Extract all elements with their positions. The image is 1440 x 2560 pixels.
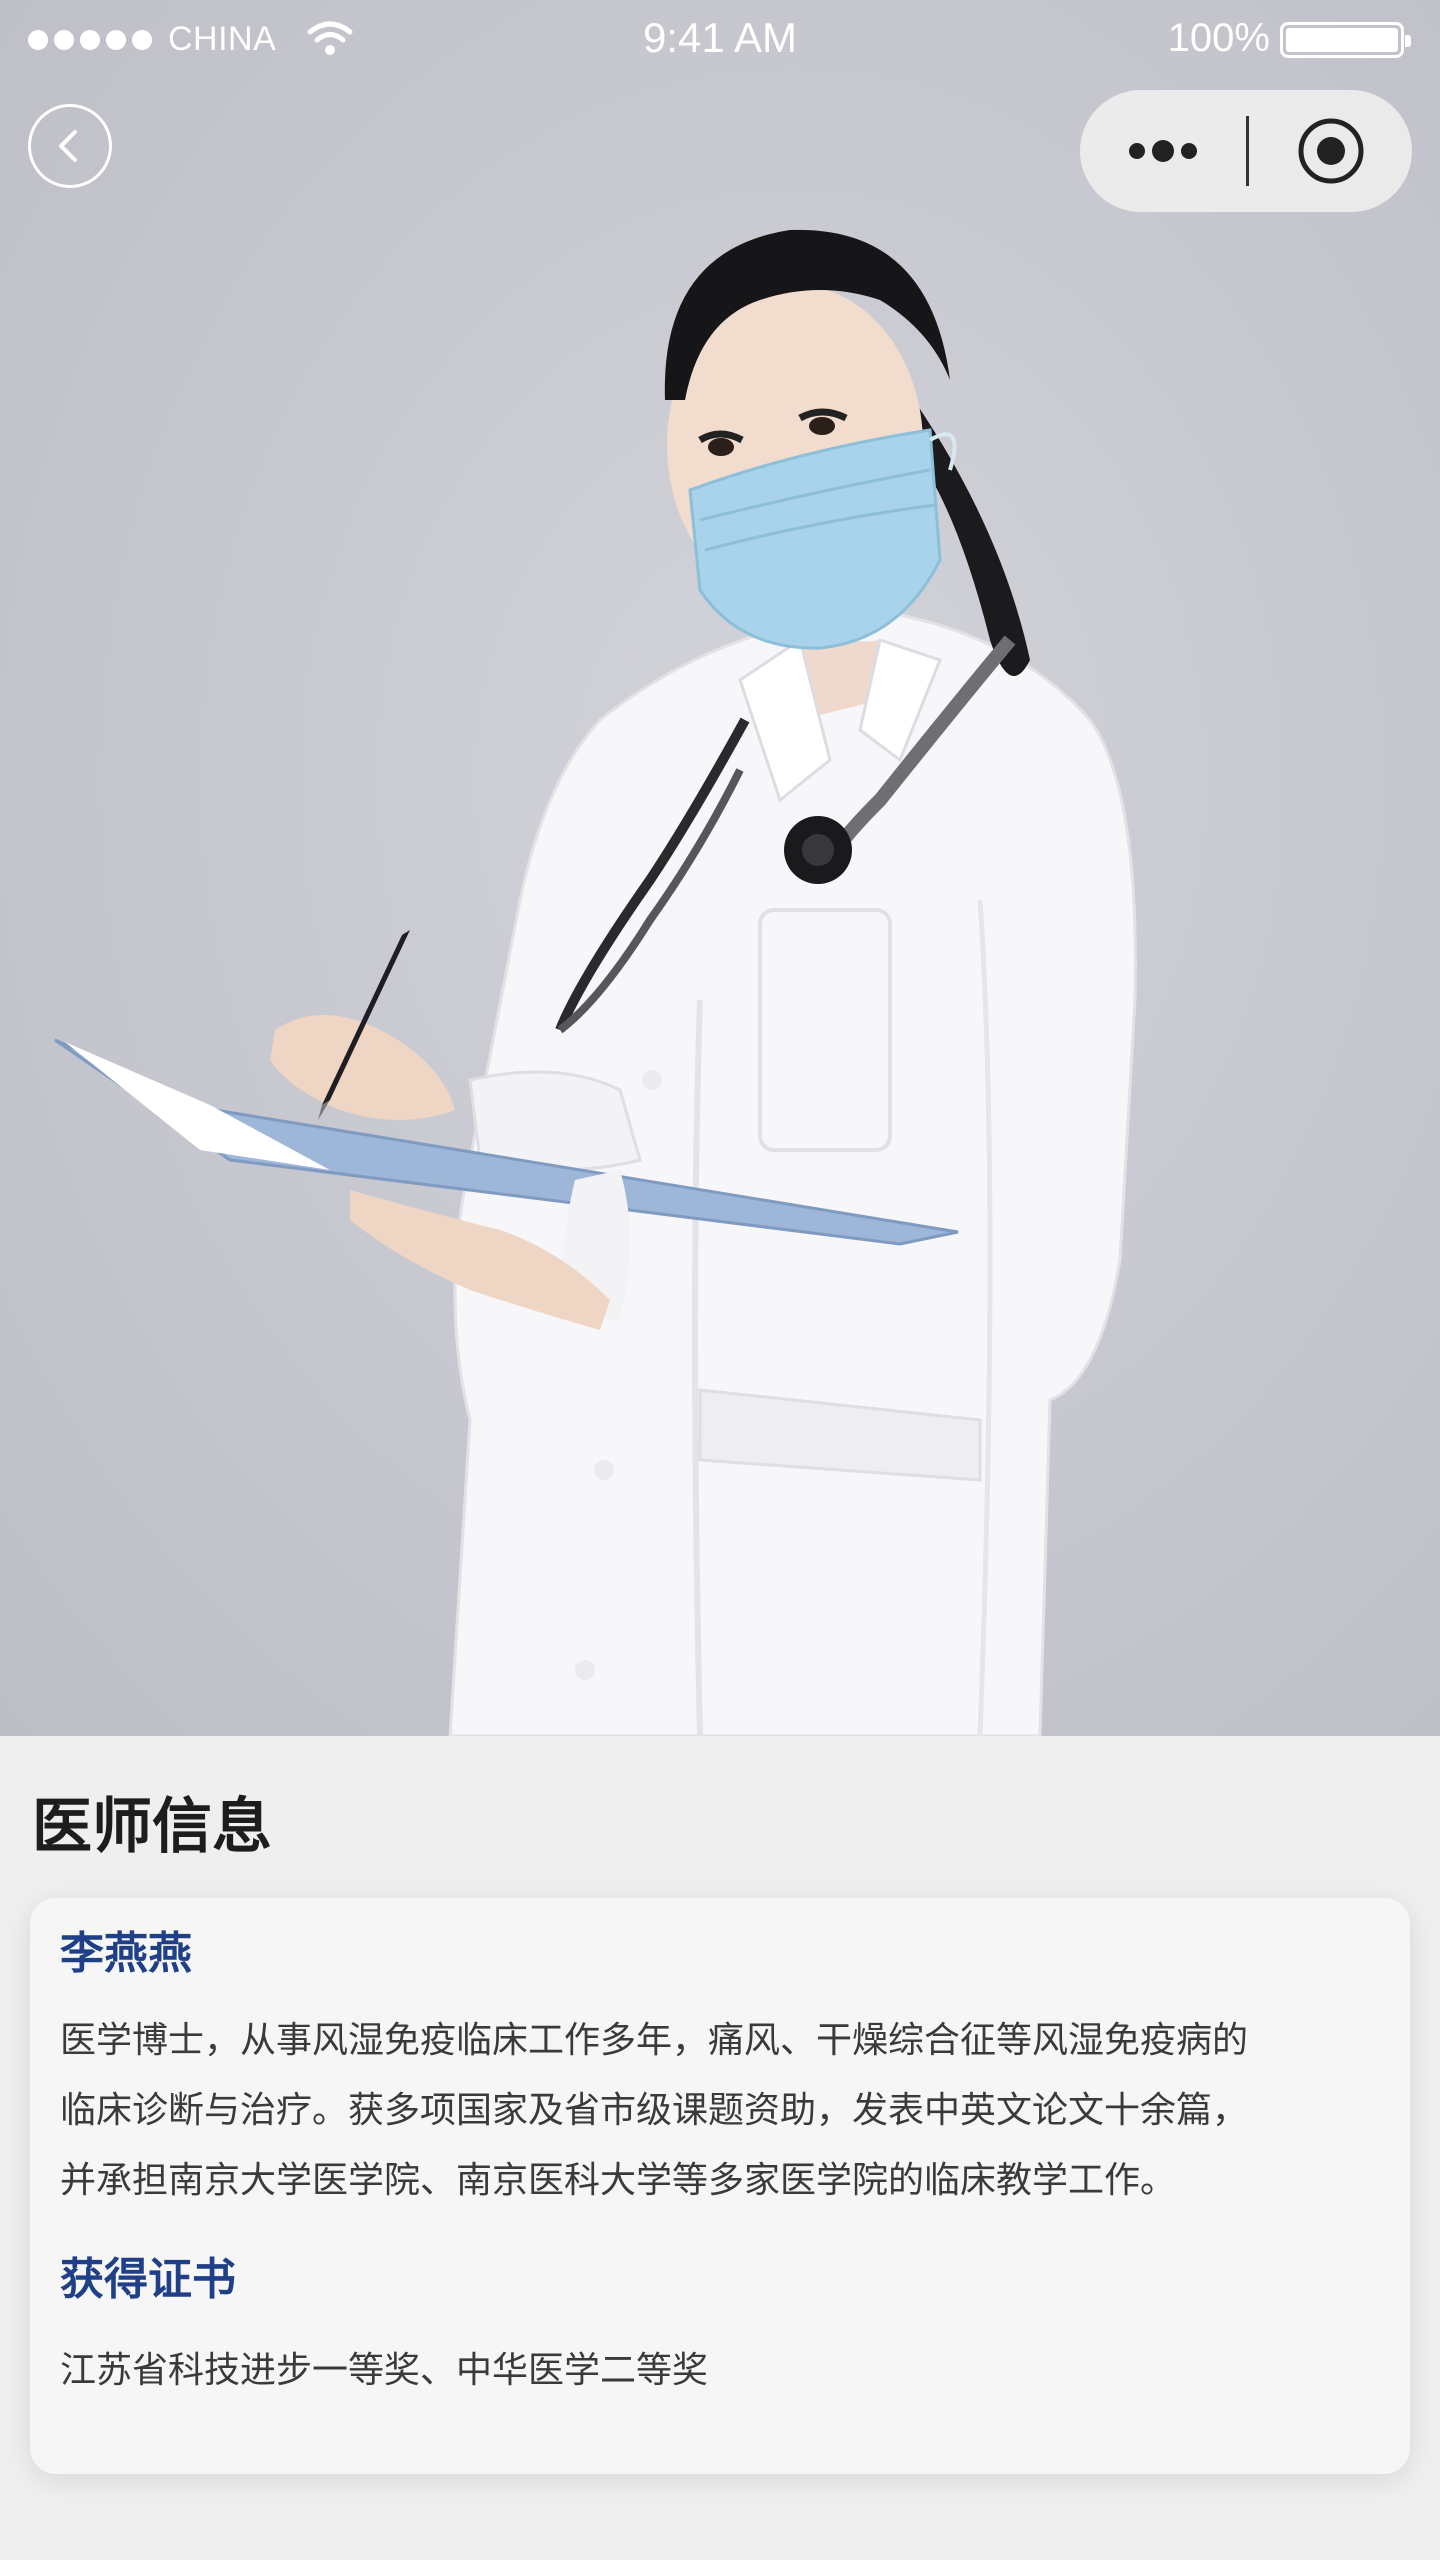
chevron-left-icon	[59, 130, 77, 162]
doctor-name: 李燕燕	[60, 1928, 192, 1979]
target-circle-icon	[1298, 118, 1363, 184]
close-button[interactable]	[1249, 90, 1412, 212]
bio-line: 医学博士，从事风湿免疫临床工作多年，痛风、干燥综合征等风湿免疫病的	[60, 2020, 1249, 2061]
certificates-text: 江苏省科技进步一等奖、中华医学二等奖	[60, 2350, 709, 2391]
doctor-bio: 医学博士，从事风湿免疫临床工作多年，痛风、干燥综合征等风湿免疫病的 临床诊断与治…	[60, 2006, 1380, 2216]
certificates-title: 获得证书	[60, 2254, 236, 2305]
battery-icon	[1280, 22, 1411, 58]
bio-line: 并承担南京大学医学院、南京医科大学等多家医学院的临床教学工作。	[60, 2160, 1177, 2201]
back-button[interactable]	[28, 104, 112, 188]
doctor-illustration	[54, 229, 1137, 1736]
bio-line: 临床诊断与治疗。获多项国家及省市级课题资助，发表中英文论文十余篇，	[60, 2090, 1249, 2131]
mini-program-capsule	[1080, 90, 1412, 212]
doctor-photo	[0, 0, 1440, 1736]
wifi-icon	[306, 18, 354, 65]
more-button[interactable]	[1080, 90, 1246, 212]
capsule-divider	[1246, 116, 1249, 186]
more-dots-icon	[1129, 140, 1197, 162]
section-title: 医师信息	[32, 1792, 272, 1862]
status-bar: CHINA 9:41 AM 100%	[0, 0, 1440, 80]
battery-percentage: 100%	[1167, 16, 1270, 60]
signal-strength-icon	[28, 30, 152, 50]
doctor-info-card: 李燕燕 医学博士，从事风湿免疫临床工作多年，痛风、干燥综合征等风湿免疫病的 临床…	[30, 1898, 1410, 2474]
status-time: 9:41 AM	[642, 14, 798, 61]
carrier-name: CHINA	[168, 20, 277, 58]
